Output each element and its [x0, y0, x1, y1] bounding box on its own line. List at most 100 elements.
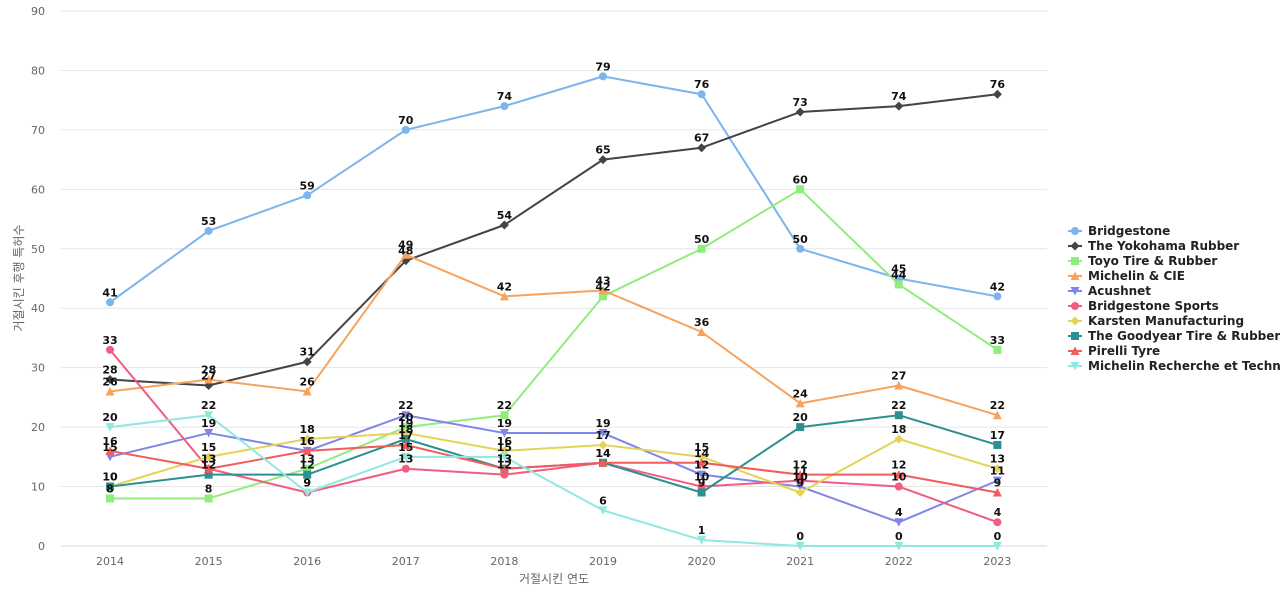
data-point [204, 494, 213, 503]
data-point [796, 423, 805, 432]
data-label: 18 [398, 423, 413, 436]
data-point [105, 452, 115, 462]
data-point [894, 470, 904, 479]
data-point [894, 381, 904, 390]
data-point [992, 476, 1002, 486]
data-label: 65 [595, 144, 610, 157]
data-label: 20 [793, 411, 809, 424]
data-point [598, 506, 608, 515]
data-label: 9 [303, 477, 311, 490]
series-4 [105, 411, 1002, 527]
data-point [303, 191, 312, 200]
x-tick-label: 2020 [688, 555, 716, 568]
data-label: 13 [990, 453, 1005, 466]
data-label: 14 [694, 447, 710, 460]
data-label: 15 [102, 441, 117, 454]
data-label: 10 [102, 471, 118, 484]
data-label: 10 [694, 471, 710, 484]
x-axis-ticks: 2014 2015 2016 2017 2018 2019 2020 2021 2022 2023 [96, 555, 1011, 568]
data-point [894, 434, 904, 444]
series-line [109, 432, 998, 494]
data-point [499, 291, 509, 301]
legend-marker [1070, 316, 1080, 326]
data-point [697, 536, 707, 545]
data-label: 13 [497, 453, 512, 466]
legend-item[interactable]: Bridgestone Sports [1068, 299, 1219, 313]
data-point [401, 452, 411, 462]
data-point [894, 518, 904, 527]
data-point [302, 386, 312, 396]
data-point [204, 375, 214, 384]
legend-label: Bridgestone Sports [1088, 299, 1219, 313]
data-label: 8 [106, 482, 114, 495]
data-label: 9 [698, 477, 706, 490]
data-label: 74 [497, 90, 513, 103]
data-point [401, 464, 410, 473]
legend-label: Pirelli Tyre [1088, 344, 1160, 358]
data-label: 45 [891, 263, 906, 276]
legend-marker [1070, 346, 1080, 355]
legend-item[interactable]: Michelin & CIE [1068, 269, 1185, 283]
data-label: 76 [990, 78, 1006, 91]
data-label: 28 [102, 364, 117, 377]
legend-item[interactable]: Acushnet [1068, 284, 1151, 298]
legend-item[interactable]: Bridgestone [1068, 224, 1170, 238]
data-label: 43 [595, 274, 610, 287]
data-point [894, 482, 903, 491]
data-label: 67 [694, 132, 709, 145]
data-point [401, 423, 410, 432]
data-point [500, 102, 509, 111]
legend-marker [1071, 257, 1079, 265]
y-axis-title: 거절시킨 후행 특허수 [11, 225, 26, 332]
data-point [697, 458, 707, 467]
data-label: 22 [891, 399, 906, 412]
data-label: 0 [994, 530, 1002, 543]
data-label: 42 [595, 280, 610, 293]
data-label: 22 [497, 399, 512, 412]
data-label: 22 [201, 399, 216, 412]
data-point [795, 482, 805, 492]
data-label: 10 [793, 471, 809, 484]
data-point [598, 458, 608, 467]
data-label: 60 [793, 173, 809, 186]
data-label: 33 [990, 334, 1005, 347]
data-label: 17 [595, 429, 610, 442]
data-label: 9 [994, 477, 1002, 490]
data-label: 50 [793, 233, 809, 246]
data-point [795, 398, 805, 408]
data-point [992, 410, 1002, 420]
legend-item[interactable]: Pirelli Tyre [1068, 344, 1160, 358]
data-point [106, 482, 114, 491]
legend-item[interactable]: Karsten Manufacturing [1068, 314, 1244, 328]
data-label: 15 [497, 441, 512, 454]
legend-label: Acushnet [1088, 284, 1151, 298]
y-tick-label: 70 [31, 124, 45, 137]
data-label: 14 [595, 447, 611, 460]
legend-item[interactable]: The Yokohama Rubber [1068, 239, 1239, 253]
series-line [109, 414, 998, 524]
data-label: 4 [895, 506, 903, 519]
data-point [795, 488, 805, 497]
x-tick-label: 2015 [195, 555, 223, 568]
legend-marker [1070, 241, 1080, 251]
data-point [697, 244, 706, 253]
data-point [598, 429, 608, 438]
legend-marker [1071, 302, 1079, 310]
legend-item[interactable]: The Goodyear Tire & Rubber [1068, 329, 1280, 343]
legend-item[interactable]: Toyo Tire & Rubber [1068, 254, 1217, 268]
data-label: 73 [793, 96, 808, 109]
data-label: 13 [201, 453, 216, 466]
data-point [993, 292, 1002, 301]
data-point [401, 250, 411, 259]
data-label: 76 [694, 78, 710, 91]
data-point [599, 72, 607, 81]
x-axis-title: 거절시킨 연도 [519, 572, 589, 586]
legend-item[interactable]: Michelin Recherche et Techn... [1068, 359, 1280, 373]
data-label: 11 [990, 465, 1005, 478]
y-tick-label: 60 [31, 183, 45, 196]
data-point [697, 90, 706, 99]
legend-label: The Yokohama Rubber [1088, 239, 1239, 253]
data-point [795, 107, 805, 117]
